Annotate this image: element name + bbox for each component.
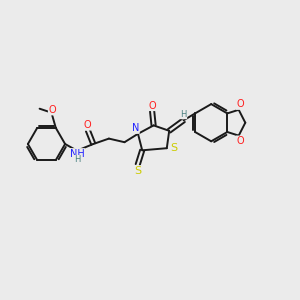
Text: O: O bbox=[148, 100, 156, 111]
Text: H: H bbox=[180, 110, 187, 119]
Text: O: O bbox=[83, 120, 91, 130]
Text: O: O bbox=[236, 99, 244, 110]
Text: H: H bbox=[74, 155, 80, 164]
Text: S: S bbox=[134, 166, 141, 176]
Text: O: O bbox=[236, 136, 244, 146]
Text: S: S bbox=[170, 143, 177, 153]
Text: N: N bbox=[132, 123, 139, 134]
Text: NH: NH bbox=[70, 148, 85, 159]
Text: O: O bbox=[48, 105, 56, 115]
